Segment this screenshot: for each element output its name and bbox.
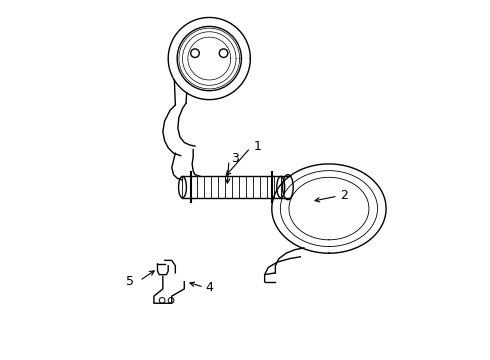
Text: 3: 3 [231,152,239,165]
Text: 1: 1 [254,140,262,153]
Text: 4: 4 [206,282,214,294]
Text: 5: 5 [126,275,134,288]
Text: 2: 2 [340,189,347,202]
